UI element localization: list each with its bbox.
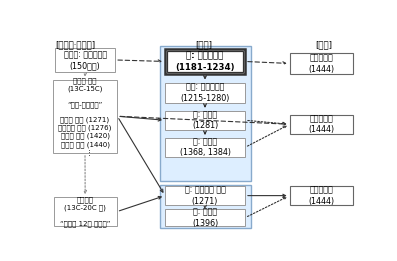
Text: 칠정산외편
(1444): 칠정산외편 (1444) <box>308 186 334 206</box>
FancyBboxPatch shape <box>289 54 353 74</box>
Text: 명: 대통력
(1368, 1384): 명: 대통력 (1368, 1384) <box>179 137 231 157</box>
Text: 충수대명력
(1444): 충수대명력 (1444) <box>308 54 334 74</box>
FancyBboxPatch shape <box>165 49 245 74</box>
Text: [조선]: [조선] <box>315 40 332 49</box>
FancyBboxPatch shape <box>165 82 245 103</box>
Text: 명: 회회력
(1396): 명: 회회력 (1396) <box>192 208 218 228</box>
FancyBboxPatch shape <box>165 209 245 226</box>
FancyBboxPatch shape <box>289 186 353 205</box>
Text: 칠정산내편
(1444): 칠정산내편 (1444) <box>308 114 334 134</box>
FancyBboxPatch shape <box>160 185 251 228</box>
FancyBboxPatch shape <box>160 46 251 181</box>
Text: 그리스: 알마게스트
(150년경): 그리스: 알마게스트 (150년경) <box>64 50 107 70</box>
Text: 몽골: 충수대명력
(1215-1280): 몽골: 충수대명력 (1215-1280) <box>180 82 230 103</box>
FancyBboxPatch shape <box>165 138 245 157</box>
FancyBboxPatch shape <box>55 48 115 72</box>
Text: [중국]: [중국] <box>195 40 212 49</box>
Text: 이슬람 지즈
(13C-15C)

“몽골-위구르력”

일카니 지즈 (1271)
마그리비 지즈 (1276)
카카니 지즈 (1420)
술타니 지즈 (: 이슬람 지즈 (13C-15C) “몽골-위구르력” 일카니 지즈 (1271)… <box>58 78 112 155</box>
FancyBboxPatch shape <box>289 115 353 134</box>
Text: 원: 자말알딘 지즈
(1271): 원: 자말알딘 지즈 (1271) <box>185 186 225 206</box>
FancyBboxPatch shape <box>165 111 245 130</box>
Text: 투르크족
(13C-20C 초)

“투르크 12지 동물력”: 투르크족 (13C-20C 초) “투르크 12지 동물력” <box>60 197 110 227</box>
FancyBboxPatch shape <box>54 197 117 226</box>
Text: 금: 충수대명력
(1181-1234): 금: 충수대명력 (1181-1234) <box>175 51 235 72</box>
FancyBboxPatch shape <box>53 80 118 153</box>
Text: [그리스·이슬람]: [그리스·이슬람] <box>56 40 96 49</box>
Text: 원: 수시력
(1281): 원: 수시력 (1281) <box>192 110 218 130</box>
FancyBboxPatch shape <box>165 186 245 205</box>
